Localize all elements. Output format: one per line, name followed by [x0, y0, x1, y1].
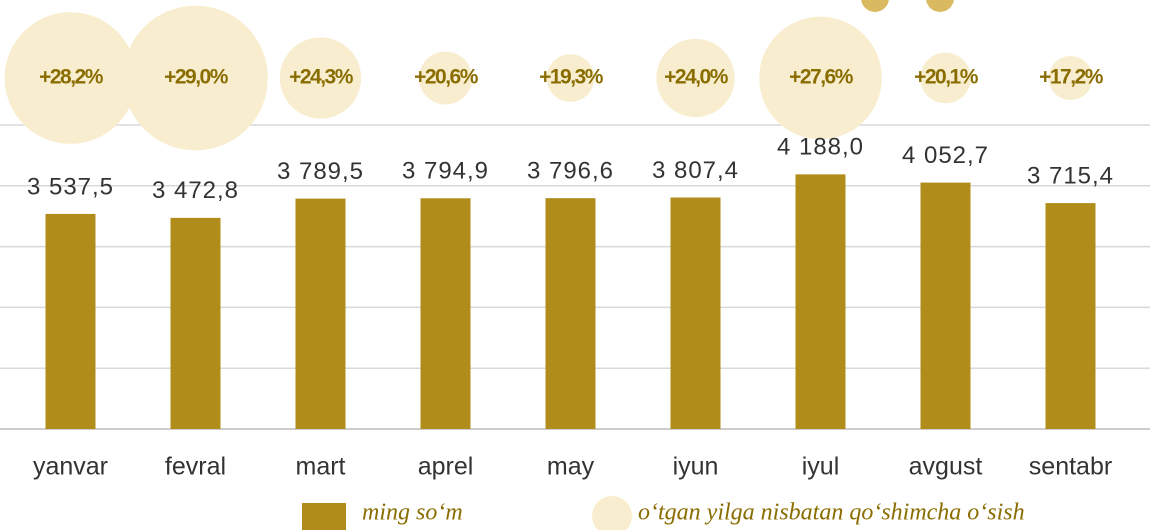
x-tick-label: fevral: [165, 453, 226, 481]
bubble: [123, 5, 268, 151]
x-tick-label: aprel: [418, 453, 474, 481]
x-tick-label: iyun: [673, 453, 719, 481]
bar: [920, 182, 971, 429]
bubble-label: +19,3%: [539, 66, 604, 89]
bar: [1045, 203, 1096, 429]
bar: [420, 198, 471, 429]
bubble: [418, 51, 473, 105]
bubble: [656, 38, 735, 118]
legend-label: ming so‘m: [362, 500, 463, 526]
bubble-label: +29,0%: [164, 66, 229, 89]
bubble: [759, 16, 882, 140]
bubble: [279, 37, 362, 119]
bubble-label: +17,2%: [1039, 66, 1104, 89]
bar: [45, 213, 96, 429]
bar: [545, 198, 596, 429]
value-label: 3 789,5: [277, 158, 364, 185]
bubble: [546, 54, 595, 102]
legend-swatch: [592, 496, 632, 530]
x-tick-label: mart: [296, 453, 346, 481]
x-tick-label: may: [547, 453, 595, 481]
bubble-label: +28,2%: [39, 66, 104, 89]
value-label: 4 052,7: [902, 142, 989, 169]
value-label: 4 188,0: [777, 134, 864, 161]
bar: [170, 217, 221, 429]
bubble: [920, 52, 971, 104]
bubble-label: +20,1%: [914, 66, 979, 89]
bubble: [4, 12, 137, 144]
value-label: 3 715,4: [1027, 162, 1114, 189]
value-label: 3 796,6: [527, 158, 614, 185]
x-tick-label: sentabr: [1029, 453, 1112, 481]
value-label: 3 537,5: [27, 173, 114, 200]
bubble-label: +20,6%: [414, 66, 479, 89]
bubble-label: +24,3%: [289, 66, 354, 89]
bar: [795, 174, 846, 429]
bubble: [1048, 55, 1093, 101]
legend-label: o‘tgan yilga nisbatan qo‘shimcha o‘sish: [638, 500, 1025, 526]
bar: [670, 197, 721, 429]
legend-swatch: [302, 503, 346, 530]
value-label: 3 794,9: [402, 158, 489, 185]
value-label: 3 807,4: [652, 157, 739, 184]
decoration: [926, 0, 954, 12]
bar: [295, 198, 346, 429]
x-tick-label: avgust: [909, 453, 983, 481]
bubble-label: +24,0%: [664, 66, 729, 89]
bubble-label: +27,6%: [789, 66, 854, 89]
x-tick-label: iyul: [802, 453, 840, 481]
x-tick-label: yanvar: [33, 453, 108, 481]
decoration: [861, 0, 889, 12]
value-label: 3 472,8: [152, 177, 239, 204]
